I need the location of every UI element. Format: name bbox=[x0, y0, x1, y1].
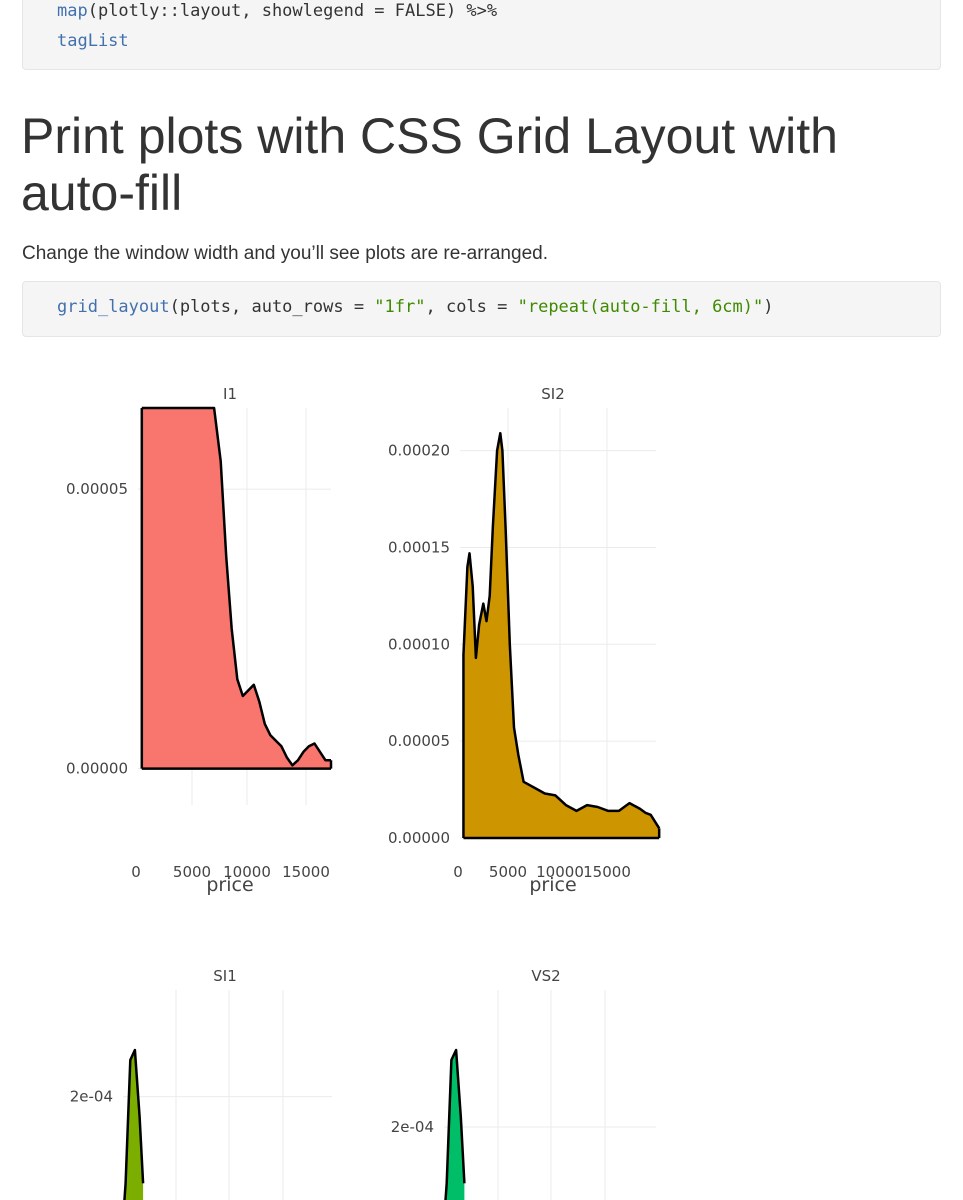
x-tick-label: 15000 bbox=[583, 863, 631, 881]
x-tick-label: 0 bbox=[453, 863, 463, 881]
code-string: "repeat(auto-fill, 6cm)" bbox=[517, 297, 764, 317]
code-text: (plots, auto_rows = bbox=[169, 297, 375, 317]
y-tick-label: 2e-04 bbox=[70, 1088, 113, 1106]
code-block-grid-layout: grid_layout(plots, auto_rows = "1fr", co… bbox=[22, 281, 941, 337]
code-text: , cols = bbox=[425, 297, 518, 317]
panel-title: I1 bbox=[223, 385, 237, 403]
y-tick-label: 0.00005 bbox=[66, 480, 128, 498]
code-line: grid_layout(plots, auto_rows = "1fr", co… bbox=[57, 297, 774, 317]
x-tick-label: 5000 bbox=[173, 863, 211, 881]
density-line bbox=[462, 431, 661, 829]
x-tick-label: 5000 bbox=[489, 863, 527, 881]
panel-title: VS2 bbox=[531, 967, 560, 985]
x-axis-label: price bbox=[529, 874, 576, 896]
density-area bbox=[463, 433, 660, 838]
section-paragraph: Change the window width and you’ll see p… bbox=[22, 243, 548, 264]
y-tick-label: 0.00020 bbox=[388, 442, 450, 460]
panel-title: SI2 bbox=[541, 385, 565, 403]
y-tick-label: 0.00015 bbox=[388, 538, 450, 556]
code-block-top: map(plotly::layout, showlegend = FALSE) … bbox=[22, 0, 941, 70]
code-text: ) bbox=[763, 297, 774, 317]
code-string: "1fr" bbox=[374, 297, 426, 317]
code-function: grid_layout bbox=[57, 297, 170, 317]
x-tick-label: 15000 bbox=[282, 863, 330, 881]
code-text: (plotly::layout, showlegend = FALSE) %>% bbox=[87, 1, 498, 21]
panel-title: SI1 bbox=[213, 967, 237, 985]
section-heading: Print plots with CSS Grid Layout with au… bbox=[21, 108, 838, 221]
y-tick-label: 0.00010 bbox=[388, 635, 450, 653]
density-area bbox=[124, 1050, 144, 1200]
x-tick-label: 10000 bbox=[536, 863, 584, 881]
code-function: map bbox=[57, 1, 88, 21]
y-tick-label: 0.00000 bbox=[388, 829, 450, 847]
density-line bbox=[444, 1048, 466, 1200]
density-line bbox=[123, 1048, 145, 1200]
density-area bbox=[141, 408, 331, 769]
code-line: tagList bbox=[57, 31, 129, 51]
density-area bbox=[445, 1050, 465, 1200]
x-tick-label: 10000 bbox=[223, 863, 271, 881]
y-tick-label: 0.00005 bbox=[388, 732, 450, 750]
x-tick-label: 0 bbox=[131, 863, 141, 881]
y-tick-label: 0.00000 bbox=[66, 760, 128, 778]
code-function: tagList bbox=[57, 31, 129, 51]
x-axis-label: price bbox=[206, 874, 253, 896]
density-line bbox=[141, 406, 331, 767]
code-line: map(plotly::layout, showlegend = FALSE) … bbox=[57, 1, 497, 21]
y-tick-label: 2e-04 bbox=[391, 1118, 434, 1136]
